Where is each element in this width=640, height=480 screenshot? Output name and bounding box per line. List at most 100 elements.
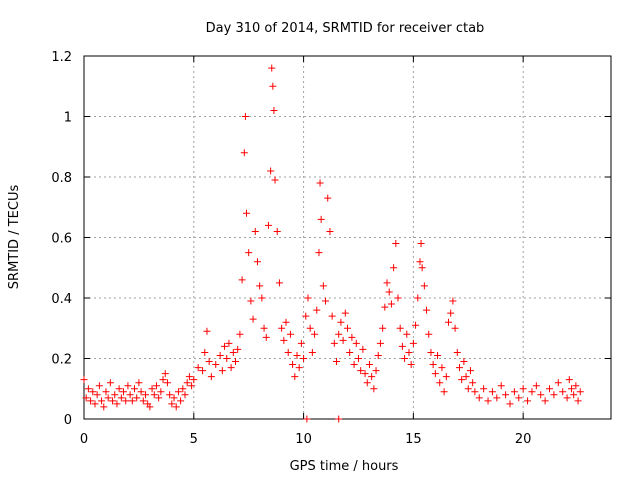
y-tick-label: 1.2 bbox=[51, 50, 72, 65]
data-point bbox=[124, 382, 132, 390]
point-layer bbox=[80, 64, 584, 423]
data-point bbox=[368, 373, 376, 381]
x-tick-label: 20 bbox=[515, 432, 532, 447]
data-point bbox=[293, 351, 301, 359]
data-point bbox=[541, 397, 549, 405]
data-point bbox=[379, 324, 387, 332]
data-point bbox=[519, 385, 527, 393]
data-point bbox=[398, 342, 406, 350]
data-point bbox=[576, 388, 584, 396]
data-point bbox=[95, 382, 103, 390]
data-point bbox=[319, 282, 327, 290]
data-point bbox=[449, 297, 457, 305]
data-point bbox=[412, 321, 420, 329]
data-point bbox=[344, 324, 351, 332]
data-point bbox=[407, 361, 415, 369]
data-point bbox=[348, 333, 356, 341]
data-point bbox=[372, 367, 380, 375]
data-point bbox=[335, 415, 343, 423]
data-point bbox=[302, 312, 310, 320]
data-point bbox=[374, 351, 382, 359]
data-point bbox=[227, 364, 235, 372]
data-point bbox=[394, 294, 402, 302]
data-point bbox=[282, 318, 290, 326]
data-point bbox=[104, 394, 112, 402]
x-tick-label: 10 bbox=[295, 432, 312, 447]
data-point bbox=[245, 249, 253, 257]
data-point bbox=[458, 376, 466, 384]
data-point bbox=[304, 294, 312, 302]
data-point bbox=[396, 324, 404, 332]
data-point bbox=[532, 382, 540, 390]
x-tick-label: 15 bbox=[405, 432, 422, 447]
data-point bbox=[139, 397, 147, 405]
data-point bbox=[565, 376, 573, 384]
data-point bbox=[306, 324, 314, 332]
data-point bbox=[109, 397, 117, 405]
x-tick-label: 0 bbox=[80, 432, 88, 447]
data-point bbox=[383, 279, 391, 287]
data-point bbox=[537, 391, 545, 399]
data-point bbox=[425, 330, 433, 338]
data-point bbox=[260, 324, 268, 332]
data-point bbox=[354, 355, 362, 362]
data-point bbox=[416, 258, 424, 266]
data-point bbox=[275, 279, 283, 287]
data-point bbox=[401, 355, 409, 362]
data-point bbox=[232, 358, 240, 366]
data-point bbox=[313, 306, 321, 314]
data-point bbox=[339, 336, 347, 344]
data-point bbox=[403, 330, 411, 338]
data-point bbox=[546, 385, 554, 393]
data-point bbox=[82, 394, 90, 402]
data-point bbox=[381, 303, 389, 311]
data-point bbox=[128, 397, 136, 405]
data-point bbox=[262, 333, 270, 341]
data-point bbox=[409, 339, 417, 347]
data-point bbox=[113, 400, 121, 408]
data-point bbox=[137, 388, 145, 396]
data-point bbox=[264, 221, 272, 229]
data-point bbox=[324, 194, 332, 202]
data-point bbox=[100, 403, 108, 411]
data-point bbox=[135, 379, 143, 387]
data-point bbox=[423, 306, 431, 314]
data-point bbox=[497, 382, 505, 390]
plot-frame bbox=[83, 55, 612, 420]
data-point bbox=[190, 376, 198, 384]
data-point bbox=[453, 348, 461, 356]
data-point bbox=[91, 400, 99, 408]
data-point bbox=[177, 397, 185, 405]
data-point bbox=[392, 240, 400, 248]
data-point bbox=[390, 264, 398, 272]
data-point bbox=[126, 391, 134, 399]
data-point bbox=[251, 227, 259, 235]
data-point bbox=[207, 373, 215, 381]
data-point bbox=[201, 348, 209, 356]
grid-layer bbox=[84, 56, 611, 419]
data-point bbox=[460, 358, 468, 366]
data-point bbox=[93, 391, 101, 399]
data-point bbox=[291, 373, 299, 381]
data-point bbox=[303, 415, 311, 423]
data-point bbox=[270, 106, 278, 114]
data-point bbox=[567, 385, 575, 393]
data-point bbox=[203, 327, 211, 335]
data-point bbox=[102, 388, 110, 396]
data-point bbox=[475, 394, 483, 402]
data-point bbox=[528, 388, 536, 396]
y-tick-label: 0.6 bbox=[51, 232, 72, 247]
data-point bbox=[363, 379, 371, 387]
data-point bbox=[359, 345, 367, 353]
data-point bbox=[447, 309, 455, 317]
data-point bbox=[480, 385, 488, 393]
data-point bbox=[361, 370, 369, 378]
data-point bbox=[311, 330, 319, 338]
data-point bbox=[131, 385, 139, 393]
data-point bbox=[179, 385, 187, 393]
data-point bbox=[289, 361, 297, 369]
data-point bbox=[240, 149, 248, 157]
data-point bbox=[420, 282, 428, 290]
data-point bbox=[506, 400, 514, 408]
